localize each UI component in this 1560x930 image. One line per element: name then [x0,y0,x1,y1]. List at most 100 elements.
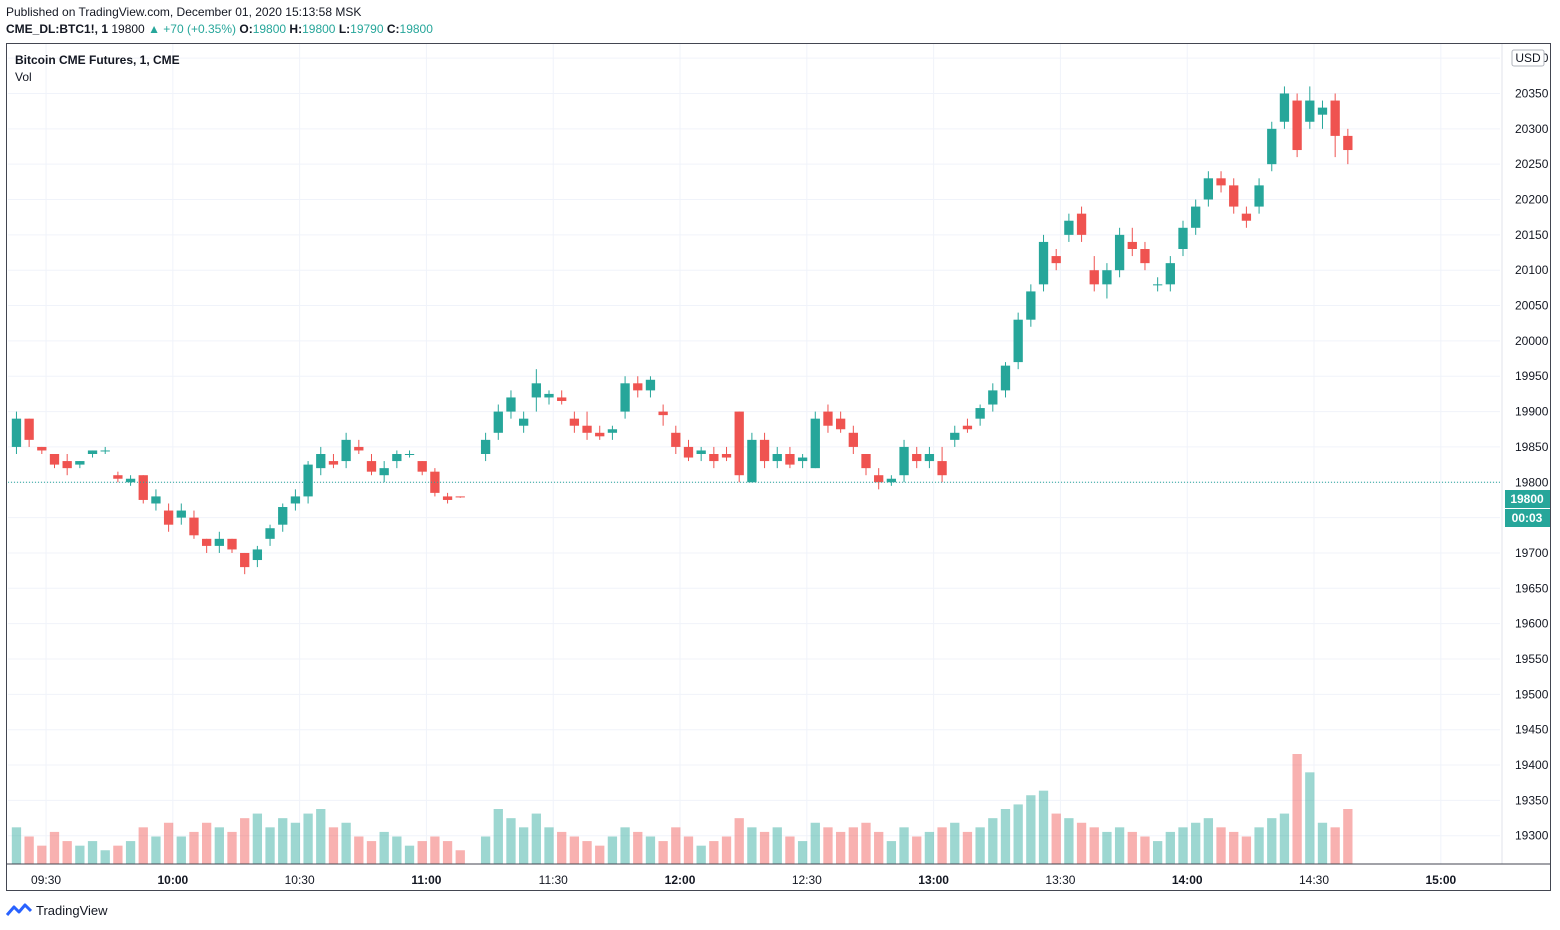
volume-bar [810,822,820,864]
volume-bar [607,836,618,864]
chart-frame [6,43,1551,891]
tradingview-logo-icon [6,903,32,916]
price-tick-label: 19450 [1515,723,1549,737]
candle-body [518,418,529,426]
candle-body [696,450,706,454]
candle-body [1026,291,1036,320]
volume-bar [962,831,973,864]
candle-body [1013,319,1023,363]
volume-bar [671,827,681,864]
volume-bar [354,836,364,864]
candle-body [442,496,453,500]
candle-body [1191,206,1201,228]
candle-body [1203,178,1214,200]
candle-body [100,450,110,452]
footer-brand: TradingView [36,902,108,918]
candle-body [1330,100,1340,136]
candle-body [1114,234,1125,271]
volume-bar [163,822,174,864]
candle-body [962,425,973,430]
candle-body [810,418,820,469]
candle-body [950,432,960,440]
volume-bar [100,850,110,864]
price-tick-label: 20300 [1515,122,1549,136]
candle-body [303,464,313,497]
candle-body [759,439,770,462]
volume-bar [62,841,72,864]
candle-body [37,446,47,451]
candle-body [937,461,947,476]
volume-bar [988,818,998,864]
volume-bar [1102,831,1112,864]
time-tick-label: 11:30 [539,873,568,887]
currency-label: USD [1515,51,1541,65]
volume-bar [975,827,985,864]
volume-bar [683,836,694,864]
volume-bar [265,827,275,864]
volume-bar [1114,827,1125,864]
time-tick-label: 12:30 [792,873,822,887]
candle-body [861,454,871,469]
candles [11,86,1353,575]
volume-bar [595,845,605,864]
volume-bar [582,841,592,864]
volume-bar [1279,813,1290,864]
candle-body [1279,93,1290,122]
volume-bar [1038,790,1049,864]
time-tick-label: 15:00 [1425,873,1456,887]
legend-title: Bitcoin CME Futures, 1, CME [15,53,180,67]
candle-body [633,383,643,391]
candle-body [493,411,503,433]
footer[interactable]: TradingView [6,902,108,918]
chart-legend: Bitcoin CME Futures, 1, CME Vol [15,52,180,86]
volume-bar [278,818,288,864]
time-tick-label: 13:00 [918,873,949,887]
time-tick-label: 14:00 [1172,873,1203,887]
volume-bar [899,827,909,864]
volume-bar [1317,822,1328,864]
volume-bar [912,836,922,864]
candle-body [1152,284,1163,286]
volume-bar [1076,822,1087,864]
volume-bar [151,836,161,864]
volume-bar [861,822,871,864]
volume-bar [328,827,339,864]
candle-body [848,432,858,447]
volume-bar [772,827,782,864]
volume-bar [747,827,757,864]
price-tick-label: 20200 [1515,193,1549,207]
candle-body [1165,263,1175,285]
candle-body [75,461,85,465]
volume-bar [316,809,326,864]
volume-bar [734,818,744,864]
candle-body [366,461,377,472]
volume-bar [37,845,47,864]
volume-bar [455,850,465,864]
time-tick-label: 10:00 [157,873,188,887]
candle-body [1343,135,1353,151]
price-tick-label: 19500 [1515,687,1549,701]
candle-body [785,454,795,465]
volume-bar [848,827,858,864]
price-tick-label: 20000 [1515,334,1549,348]
volume-bar [1292,754,1302,864]
volume-bar [341,822,351,864]
candle-body [772,454,782,462]
volume-bar [1229,831,1239,864]
volume-bar [75,845,85,864]
volume-bar [392,836,402,864]
candle-body [252,549,263,561]
candle-body [87,450,98,454]
high-value: 19800 [302,22,336,36]
volume-bar [493,809,503,864]
currency-box: USD [1511,49,1545,67]
close-label: C: [386,22,400,36]
volume-bar [1152,841,1163,864]
candle-body [557,397,567,401]
candle-body [1089,270,1099,285]
candle-body [240,552,250,568]
volume-bars [11,754,1353,864]
candle-body [1267,128,1277,165]
countdown-tag: 00:03 [1505,509,1550,527]
